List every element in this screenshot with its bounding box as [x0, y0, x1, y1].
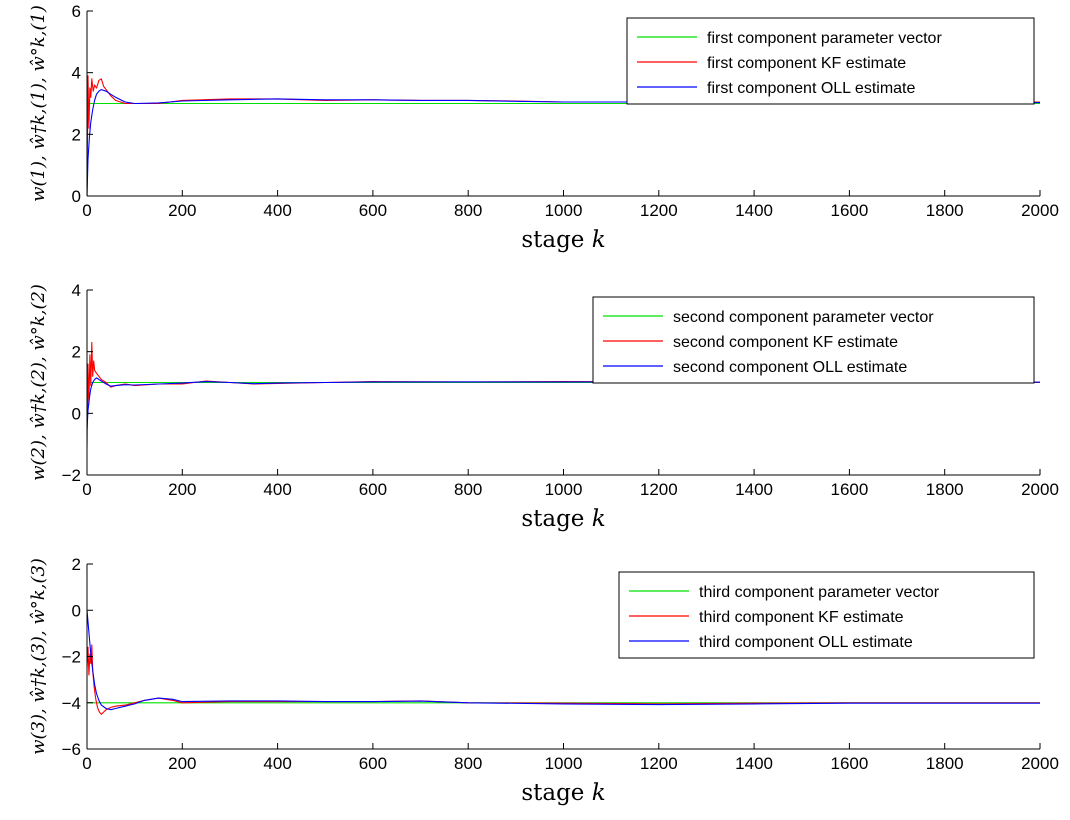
x-tick-label: 1400: [735, 201, 773, 220]
series-group: [87, 610, 1040, 715]
x-axis-label: stage k: [521, 227, 605, 253]
x-tick-label: 1000: [545, 754, 583, 773]
legend-entry: first component OLL estimate: [707, 80, 915, 97]
x-axis-label: stage k: [521, 780, 605, 806]
chart-panel-1: 0 200 400 600 800 1000 1200 1400 1600 1800 2000 0 2 4…: [28, 2, 1059, 253]
series-line-3: [87, 610, 1040, 711]
y-tick-label: 4: [72, 64, 81, 83]
y-tick-label: −6: [62, 740, 81, 759]
x-tick-label: 2000: [1021, 480, 1059, 499]
y-axis-label: w(3), ŵ†k,(3), ŵ°k,(3): [28, 558, 49, 755]
legend: first component parameter vector first co…: [626, 17, 1035, 105]
x-tick-label: 1200: [640, 754, 678, 773]
series-line-3: [87, 89, 1040, 196]
x-tick-label: 0: [82, 201, 91, 220]
legend-entry: second component OLL estimate: [673, 359, 907, 376]
x-tick-label: 1800: [926, 201, 964, 220]
legend-box: [618, 571, 1035, 659]
charts: 0 200 400 600 800 1000 1200 1400 1600 1800 2000024…: [28, 2, 1059, 806]
legend-entry: third component KF estimate: [699, 609, 904, 626]
x-tick-label: 200: [168, 480, 196, 499]
legend-entry: first component KF estimate: [707, 55, 906, 72]
legend-entry: third component OLL estimate: [699, 634, 913, 651]
x-tick-label: 2000: [1021, 201, 1059, 220]
x-tick-label: 600: [359, 480, 387, 499]
y-tick-label: 0: [72, 601, 81, 620]
y-tick-label: 0: [72, 404, 81, 423]
y-tick-label: −4: [62, 694, 81, 713]
legend: third component parameter vector third co…: [618, 571, 1035, 659]
chart-panel-2: 0 200 400 600 800 1000 1200 1400 1600 1800 2000−20…: [28, 281, 1059, 532]
x-tick-label: 600: [359, 754, 387, 773]
x-tick-label: 1600: [830, 480, 868, 499]
x-tick-label: 1200: [640, 480, 678, 499]
x-tick-label: 0: [82, 754, 91, 773]
x-tick-label: 800: [454, 480, 482, 499]
x-tick-label: 0: [82, 480, 91, 499]
x-tick-label: 1600: [830, 201, 868, 220]
legend-entry: second component KF estimate: [673, 334, 898, 351]
x-tick-label: 800: [454, 201, 482, 220]
y-tick-label: 0: [72, 187, 81, 206]
x-tick-label: 2000: [1021, 754, 1059, 773]
y-tick-label: −2: [62, 466, 81, 485]
y-tick-label: 2: [72, 343, 81, 362]
legend-box: [592, 296, 1035, 384]
legend: second component parameter vector second …: [592, 296, 1035, 384]
x-tick-label: 1800: [926, 754, 964, 773]
legend-entry: first component parameter vector: [707, 30, 942, 47]
x-tick-label: 600: [359, 201, 387, 220]
x-tick-label: 200: [168, 201, 196, 220]
x-tick-label: 200: [168, 754, 196, 773]
y-tick-label: −2: [62, 648, 81, 667]
y-tick-label: 2: [72, 125, 81, 144]
x-tick-label: 800: [454, 754, 482, 773]
y-axis-label: w(2), ŵ†k,(2), ŵ°k,(2): [28, 284, 49, 481]
x-tick-label: 1200: [640, 201, 678, 220]
x-tick-label: 1400: [735, 480, 773, 499]
x-axis-label: stage k: [521, 506, 605, 532]
x-tick-label: 400: [263, 754, 291, 773]
x-tick-label: 1400: [735, 754, 773, 773]
y-tick-label: 4: [72, 281, 81, 300]
x-tick-label: 1000: [545, 480, 583, 499]
chart-panel-3: 0 200 400 600 800 1000 1200 1400 1600 1800 2000 −6 −…: [28, 555, 1059, 806]
y-tick-label: 6: [72, 2, 81, 21]
y-tick-label: 2: [72, 555, 81, 574]
x-tick-label: 1600: [830, 754, 868, 773]
legend-entry: third component parameter vector: [699, 584, 940, 601]
legend-box: [626, 17, 1035, 105]
x-tick-label: 1000: [545, 201, 583, 220]
legend-entry: second component parameter vector: [673, 309, 934, 326]
x-tick-label: 400: [263, 201, 291, 220]
x-tick-label: 400: [263, 480, 291, 499]
y-axis-label: w(1), ŵ†k,(1), ŵ°k,(1): [28, 5, 49, 202]
x-tick-label: 1800: [926, 480, 964, 499]
